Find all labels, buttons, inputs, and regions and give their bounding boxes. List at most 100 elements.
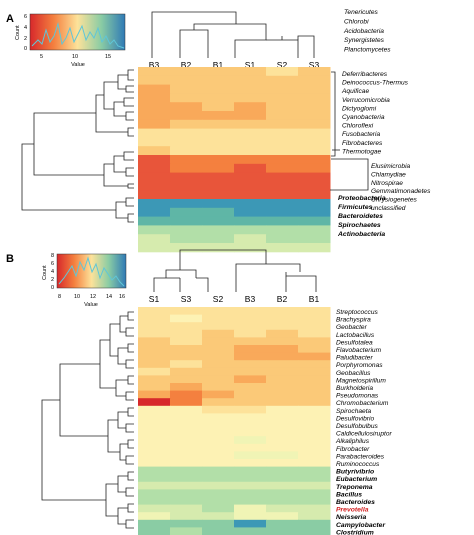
heatmap-cell <box>234 428 267 437</box>
heatmap-cell <box>138 421 171 430</box>
heatmap-cell <box>138 75 171 86</box>
heatmap-cell <box>234 367 267 376</box>
color-key-b-ytick-3: 6 <box>51 261 54 267</box>
row-label-lactobacillus: Lactobacillus <box>336 332 375 339</box>
heatmap-cell <box>202 337 235 346</box>
heatmap-cell <box>138 451 171 460</box>
heatmap-cell <box>202 243 235 253</box>
heatmap-cell <box>266 314 299 323</box>
heatmap-cell <box>234 225 267 235</box>
row-label-brachyspira: Brachyspira <box>336 317 371 324</box>
heatmap-cell <box>266 428 299 437</box>
heatmap-cell <box>234 383 267 392</box>
heatmap-cell <box>170 512 203 521</box>
heatmap-cell <box>202 466 235 475</box>
column-label-s2: S2 <box>213 294 224 304</box>
heatmap-cell <box>234 474 267 483</box>
heatmap-cell <box>266 527 299 535</box>
heatmap-cell <box>298 111 331 121</box>
heatmap-cell <box>138 405 171 414</box>
column-labels-a: B3 B2 B1 S1 S2 S3 <box>149 60 320 70</box>
heatmap-cell <box>202 527 235 535</box>
column-dendrogram-a-tips <box>281 35 315 58</box>
heatmap-cell <box>170 307 203 316</box>
heatmap-cell <box>138 383 171 392</box>
row-label-chlorobi: Chlorobi <box>344 18 369 25</box>
heatmap-cell <box>266 367 299 376</box>
heatmap-cell <box>298 504 331 513</box>
heatmap-cell <box>234 337 267 346</box>
heatmap-cell <box>202 216 235 226</box>
row-label-cyanobacteria: Cyanobacteria <box>342 114 385 121</box>
color-key-a-histogram <box>31 22 125 49</box>
heatmap-cell <box>266 243 299 253</box>
row-label-porphyromonas: Porphyromonas <box>336 362 383 369</box>
heatmap-cell <box>266 67 299 77</box>
heatmap-cell <box>298 155 331 165</box>
row-label-fibrobacter: Fibrobacter <box>336 446 370 453</box>
heatmap-cell <box>266 337 299 346</box>
color-key-a-xtick-1: 10 <box>72 54 78 60</box>
heatmap-cell <box>298 225 331 235</box>
heatmap-cell <box>170 84 203 94</box>
heatmap-cell <box>266 421 299 430</box>
color-key-b: Count 0 2 4 6 8 8 10 12 14 16 Value <box>42 253 127 308</box>
heatmap-cell <box>202 199 235 209</box>
heatmap-cell <box>202 405 235 414</box>
heatmap-cell <box>298 398 331 407</box>
heatmap-cell <box>170 360 203 369</box>
color-key-b-xtick-2: 12 <box>90 294 96 300</box>
heatmap-cell <box>170 172 203 182</box>
row-label-caldicellulosiruptor: Caldicellulosiruptor <box>336 431 393 438</box>
row-label-actinobacteria: Actinobacteria <box>337 231 385 238</box>
heatmap-cell <box>138 314 171 323</box>
column-label-b3: B3 <box>245 294 256 304</box>
row-label-chrysiogenetes: Chrysiogenetes <box>371 197 418 204</box>
heatmap-cell <box>266 451 299 460</box>
column-labels-b: S1 S3 S2 B3 B2 B1 <box>149 294 320 304</box>
heatmap-cell <box>266 405 299 414</box>
row-label-spirochaetes: Spirochaetes <box>338 222 381 229</box>
heatmap-cell <box>138 307 171 316</box>
heatmap-cell <box>266 497 299 506</box>
heatmap-cell <box>202 367 235 376</box>
heatmap-cell <box>170 367 203 376</box>
heatmap-cell <box>138 102 171 112</box>
heatmap-cell <box>298 459 331 468</box>
heatmap-cell <box>170 216 203 226</box>
heatmap-cell <box>266 352 299 361</box>
heatmap-cell <box>170 93 203 103</box>
heatmap-cell <box>234 443 267 452</box>
heatmap-cell <box>234 93 267 103</box>
heatmap-cell <box>234 111 267 121</box>
heatmap-cell <box>138 481 171 490</box>
heatmap-cell <box>138 243 171 253</box>
color-key-b-ytick-0: 0 <box>51 285 54 291</box>
heatmap-cell <box>138 497 171 506</box>
heatmap-cell <box>298 375 331 384</box>
heatmap-cell <box>138 390 171 399</box>
heatmap-cell <box>138 216 171 226</box>
heatmap-cell <box>234 466 267 475</box>
heatmap-cell <box>266 190 299 200</box>
heatmap-cell <box>298 146 331 156</box>
heatmap-cell <box>298 128 331 138</box>
heatmap-cell <box>138 128 171 138</box>
heatmap-cell <box>138 504 171 513</box>
heatmap-cell <box>234 329 267 338</box>
heatmap-cell <box>170 207 203 218</box>
heatmap-cell <box>170 67 203 77</box>
color-key-b-ytick-2: 4 <box>51 269 54 275</box>
heatmap-cell <box>266 207 299 218</box>
heatmap-cell <box>266 93 299 103</box>
heatmap-cell <box>170 504 203 513</box>
heatmap-cell <box>298 137 331 147</box>
heatmap-cell <box>266 322 299 331</box>
heatmap-cell <box>138 146 171 156</box>
heatmap-cell <box>202 190 235 200</box>
heatmap-cell <box>202 163 235 174</box>
row-dendrogram-b <box>41 311 134 529</box>
heatmap-cell <box>298 481 331 490</box>
heatmap-cell <box>266 519 299 528</box>
